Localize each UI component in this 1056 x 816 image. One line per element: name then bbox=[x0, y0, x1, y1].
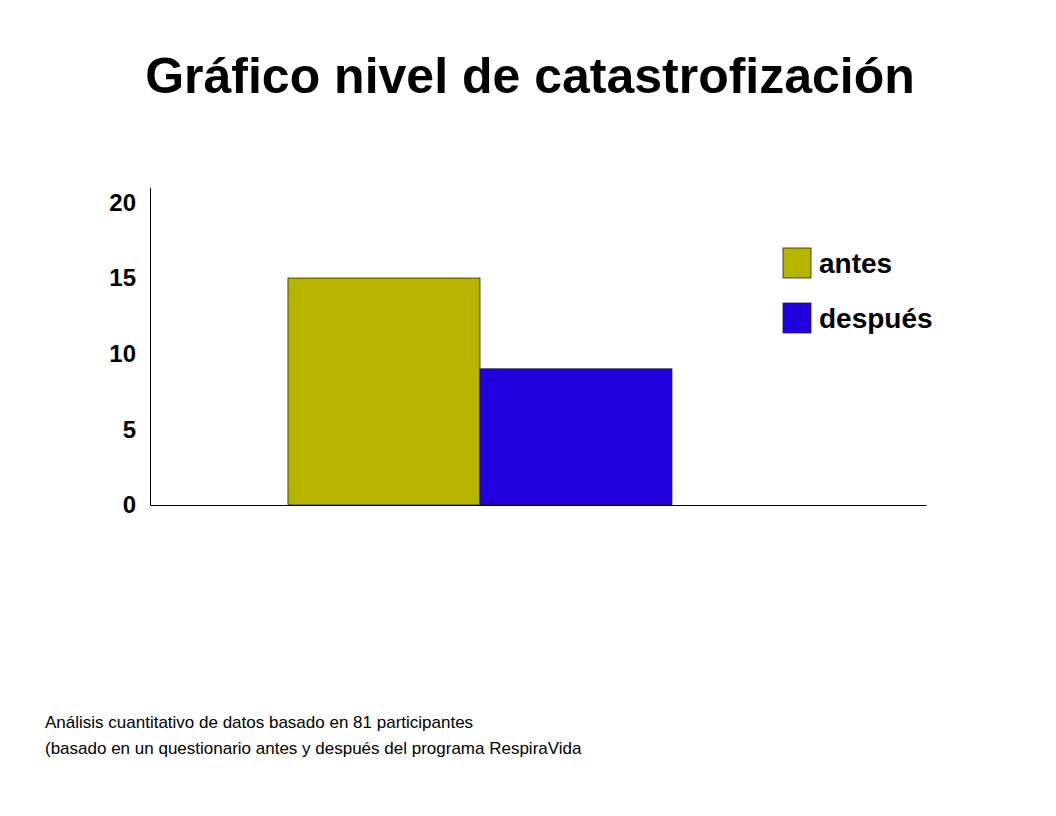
chart: Gráfico nivel de catastrofización 0 5 10 15 2… bbox=[0, 0, 1056, 816]
y-tick-label: 5 bbox=[123, 416, 136, 443]
legend-label: después bbox=[819, 303, 933, 334]
y-tick: 5 bbox=[123, 416, 150, 443]
y-axis: 0 5 10 15 20 bbox=[109, 188, 150, 518]
y-tick: 20 bbox=[109, 189, 150, 216]
y-tick: 0 bbox=[123, 491, 150, 518]
bar bbox=[288, 278, 480, 505]
legend-label: antes bbox=[819, 248, 892, 279]
y-tick: 15 bbox=[109, 264, 150, 291]
title: Gráfico nivel de catastrofización bbox=[145, 48, 915, 104]
x-axis-line bbox=[151, 505, 927, 506]
annotation: Análisis cuantitativo de datos basado en… bbox=[45, 713, 473, 732]
legend-swatch bbox=[783, 248, 811, 278]
bars bbox=[288, 278, 672, 505]
bar bbox=[480, 369, 672, 505]
y-tick: 10 bbox=[109, 340, 150, 367]
y-tick-label: 0 bbox=[123, 491, 136, 518]
legend: antes después bbox=[783, 248, 933, 334]
y-tick-label: 20 bbox=[109, 189, 136, 216]
x-axis bbox=[151, 505, 927, 507]
y-axis-line bbox=[150, 188, 151, 506]
y-tick-label: 15 bbox=[109, 264, 136, 291]
annotation: (basado en un questionario antes y despu… bbox=[45, 739, 582, 758]
legend-swatch bbox=[783, 303, 811, 333]
y-tick-label: 10 bbox=[109, 340, 136, 367]
